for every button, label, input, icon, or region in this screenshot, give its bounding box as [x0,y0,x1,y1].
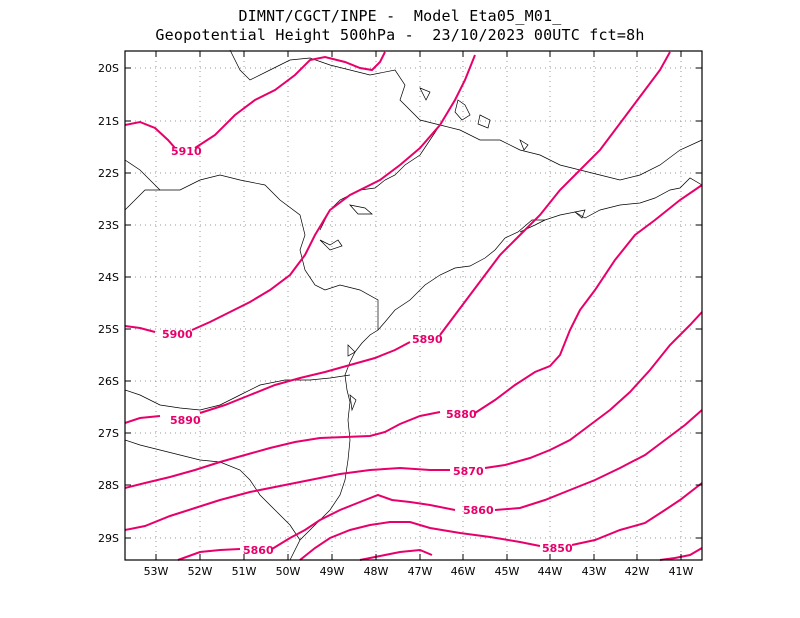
contour-5840 [359,548,433,561]
map-title-line-2: Geopotential Height 500hPa - 23/10/2023 … [155,26,645,44]
contour-label: 5890 [412,333,443,346]
tick-marks [125,51,702,560]
contour-5900-east [191,54,476,331]
contour-5860-a [177,548,241,561]
contour-5870-east [484,311,703,469]
longitude-labels: 53W 52W 51W 50W 49W 48W 47W 46W 45W 44W … [144,565,694,578]
contour-5910-west [124,120,176,149]
lon-label: 43W [582,565,607,578]
contour-5890-b [439,51,671,336]
lat-label: 28S [98,479,119,492]
coastline-and-borders [124,49,703,561]
contour-5890-a-east [199,341,411,414]
lat-label: 27S [98,427,119,440]
lat-label: 29S [98,532,119,545]
lon-label: 45W [495,565,520,578]
map-frame [124,50,703,561]
grid-lines [125,51,702,560]
lat-label: 23S [98,219,119,232]
contour-5870 [124,466,450,531]
lon-label: 52W [188,565,213,578]
lon-label: 47W [408,565,433,578]
contour-label: 5860 [463,504,494,517]
lon-label: 46W [451,565,476,578]
map-title-line-1: DIMNT/CGCT/INPE - Model Eta05_M01_ [238,7,562,25]
contour-label: 5880 [446,408,477,421]
lat-label: 26S [98,375,119,388]
contour-label: 5850 [542,542,573,555]
contour-label: 5910 [171,145,202,158]
contour-5880 [124,411,441,489]
lon-label: 48W [364,565,389,578]
contour-5900 [124,325,156,333]
contour-5860-b [494,409,703,511]
lon-label: 49W [320,565,345,578]
lat-label: 22S [98,167,119,180]
latitude-labels: 20S 21S 22S 23S 24S 25S 26S 27S 28S 29S [98,62,119,545]
lon-label: 51W [232,565,257,578]
lat-label: 21S [98,115,119,128]
contour-5890-a [124,415,161,424]
contour-5880-east [474,184,703,414]
contour-label: 5900 [162,328,193,341]
lon-label: 41W [669,565,694,578]
lon-label: 50W [276,565,301,578]
contour-5840-east [659,547,703,561]
lon-label: 44W [538,565,563,578]
lon-label: 53W [144,565,169,578]
contour-lines [124,51,703,561]
lat-label: 20S [98,62,119,75]
lat-label: 25S [98,323,119,336]
contour-5910 [194,51,386,149]
contour-label: 5870 [453,465,484,478]
contour-5860-a-east [271,493,456,550]
contour-5850-east [571,482,703,546]
contour-label: 5860 [243,544,274,557]
lat-label: 24S [98,271,119,284]
contour-5850 [299,521,541,561]
lon-label: 42W [625,565,650,578]
contour-labels: 5910 5900 5890 5890 5880 5870 5860 5860 … [162,145,573,557]
contour-label: 5890 [170,414,201,427]
